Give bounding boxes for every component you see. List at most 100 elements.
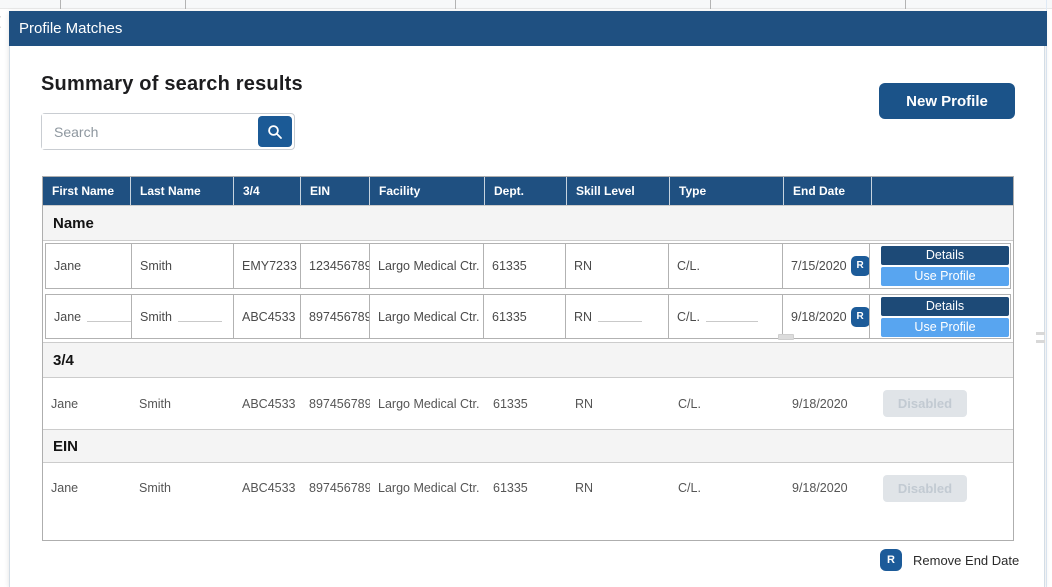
column-resize-handle[interactable]	[778, 334, 794, 340]
cell-first-name: Jane	[46, 244, 132, 288]
legend: R Remove End Date	[880, 549, 1019, 571]
scrollbar-fragment	[1036, 332, 1045, 335]
table-row: Jane Smith ABC4533 897456789 Largo Medic…	[43, 378, 1013, 429]
table-empty-space	[43, 513, 1013, 540]
cell-last-name: Smith	[139, 481, 171, 495]
section-row-ein: EIN	[43, 429, 1013, 463]
col-header-type: Type	[670, 177, 784, 205]
cell-dept: 61335	[493, 481, 528, 495]
table-row: Jane Smith EMY7233 123456789. Largo Medi…	[43, 241, 1013, 292]
col-header-facility: Facility	[370, 177, 485, 205]
cell-ein: 897456789	[309, 396, 370, 411]
cell-3-4: ABC4533	[234, 295, 301, 338]
col-header-dept: Dept.	[485, 177, 567, 205]
col-header-last-name: Last Name	[131, 177, 234, 205]
cell-last-name: Smith	[132, 295, 234, 338]
cell-actions: Details Use Profile	[870, 244, 1010, 288]
col-header-end-date: End Date	[784, 177, 872, 205]
section-label: EIN	[53, 437, 79, 455]
background-edge-line	[1046, 0, 1047, 587]
cell-skill-level: RN	[575, 396, 594, 411]
col-header-actions	[872, 177, 1013, 205]
remove-end-date-badge[interactable]: R	[850, 256, 869, 276]
end-date-value: 9/18/2020	[791, 309, 847, 324]
search-box	[41, 113, 295, 150]
use-profile-button[interactable]: Use Profile	[881, 267, 1009, 286]
cell-facility: Largo Medical Ctr.	[378, 481, 480, 495]
end-date-value: 7/15/2020	[791, 259, 847, 273]
cell-end-date: 9/18/2020 R	[783, 295, 870, 338]
col-header-3-4: 3/4	[234, 177, 301, 205]
cell-first-name: Jane	[51, 396, 79, 411]
use-profile-button[interactable]: Use Profile	[881, 317, 1009, 337]
magnifier-icon	[267, 124, 283, 140]
cell-type: C/L.	[678, 396, 701, 411]
disabled-button: Disabled	[883, 390, 967, 417]
cell-ein: 123456789.	[301, 244, 370, 288]
cell-ein: 897456789	[301, 295, 370, 338]
cell-skill-level: RN	[566, 244, 669, 288]
background-divider	[710, 0, 711, 9]
section-row-name: Name	[43, 205, 1013, 241]
col-header-first-name: First Name	[43, 177, 131, 205]
field-underline	[705, 321, 758, 322]
cell-3-4: ABC4533	[242, 481, 296, 495]
results-table: First Name Last Name 3/4 EIN Facility De…	[42, 176, 1014, 541]
cell-dept: 61335	[484, 244, 566, 288]
details-button[interactable]: Details	[881, 296, 1009, 316]
disabled-button: Disabled	[883, 474, 967, 502]
new-profile-button[interactable]: New Profile	[879, 83, 1015, 119]
cell-3-4: EMY7233	[234, 244, 301, 288]
background-divider	[455, 0, 456, 9]
cell-skill-level: RN	[575, 481, 594, 495]
cell-type: C/L.	[669, 244, 783, 288]
cell-first-name: Jane	[46, 295, 132, 338]
background-page-strip	[0, 0, 1052, 9]
cell-type: C/L.	[669, 295, 783, 338]
section-label: 3/4	[53, 351, 74, 369]
cell-facility: Largo Medical Ctr.	[370, 295, 484, 338]
remove-end-date-badge: R	[880, 549, 902, 571]
cell-dept: 61335	[484, 295, 566, 338]
scrollbar-fragment	[1036, 340, 1045, 343]
table-header-row: First Name Last Name 3/4 EIN Facility De…	[43, 177, 1013, 205]
details-button[interactable]: Details	[881, 246, 1009, 265]
background-divider	[60, 0, 61, 9]
cell-type: C/L.	[678, 481, 701, 495]
cell-actions: Disabled	[872, 463, 1013, 513]
cell-dept: 61335	[493, 396, 528, 411]
search-button[interactable]	[258, 116, 292, 147]
field-underline	[177, 321, 222, 322]
cell-facility: Largo Medical Ctr.	[370, 244, 484, 288]
section-row-3-4: 3/4	[43, 342, 1013, 378]
background-divider	[905, 0, 906, 9]
cell-end-date: 7/15/2020 R	[783, 244, 870, 288]
summary-heading: Summary of search results	[41, 73, 303, 95]
modal-title: Profile Matches	[19, 20, 123, 37]
cell-actions: Details Use Profile	[870, 295, 1010, 338]
cell-facility: Largo Medical Ctr.	[378, 396, 480, 411]
cell-ein: 897456789	[309, 481, 370, 495]
table-row: Jane Smith ABC4533 897456789 Largo Medic…	[43, 463, 1013, 513]
cell-last-name: Smith	[139, 396, 171, 411]
profile-matches-modal: Profile Matches Summary of search result…	[9, 11, 1047, 587]
legend-label: Remove End Date	[913, 552, 1020, 568]
col-header-skill-level: Skill Level	[567, 177, 670, 205]
cell-first-name: Jane	[51, 481, 79, 495]
cell-skill-level: RN	[566, 295, 669, 338]
section-label: Name	[53, 214, 94, 232]
background-divider	[185, 0, 186, 9]
cell-last-name: Smith	[132, 244, 234, 288]
col-header-ein: EIN	[301, 177, 370, 205]
cell-3-4: ABC4533	[242, 396, 296, 411]
cell-actions: Disabled	[872, 378, 1013, 429]
remove-end-date-badge[interactable]: R	[850, 306, 869, 327]
cell-end-date: 9/18/2020	[792, 396, 848, 411]
search-input[interactable]	[42, 114, 252, 149]
cell-end-date: 9/18/2020	[792, 481, 848, 495]
modal-header: Profile Matches	[9, 11, 1047, 46]
field-underline	[87, 321, 131, 322]
field-underline	[598, 321, 643, 322]
table-row: Jane Smith ABC4533 897456789 Largo Medic…	[43, 292, 1013, 342]
